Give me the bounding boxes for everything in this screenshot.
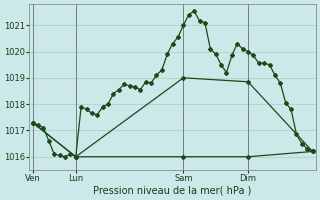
X-axis label: Pression niveau de la mer( hPa ): Pression niveau de la mer( hPa ): [93, 186, 252, 196]
